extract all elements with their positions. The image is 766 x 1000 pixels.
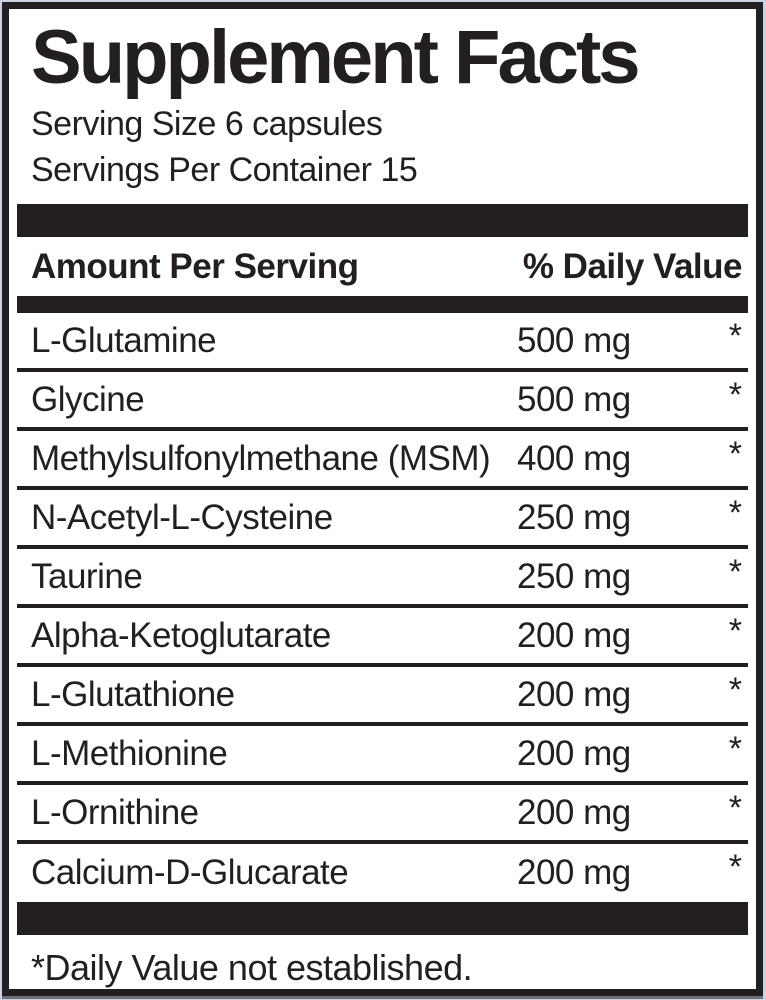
- table-row: L-Glutamine 500 mg *: [17, 313, 748, 373]
- daily-value-asterisk: *: [728, 494, 742, 533]
- table-row: Calcium-D-Glucarate 200 mg *: [17, 844, 748, 902]
- ingredient-name: L-Ornithine: [31, 792, 199, 832]
- daily-value-asterisk: *: [728, 317, 742, 356]
- table-row: Taurine 250 mg *: [17, 549, 748, 609]
- divider-bar-top: [17, 204, 748, 238]
- table-row: L-Ornithine 200 mg *: [17, 785, 748, 845]
- daily-value-asterisk: *: [728, 730, 742, 769]
- table-row: N-Acetyl-L-Cysteine 250 mg *: [17, 490, 748, 550]
- divider-bar-bottom: [17, 902, 748, 936]
- ingredient-amount: 250 mg: [517, 556, 631, 596]
- daily-value-asterisk: *: [728, 612, 742, 651]
- daily-value-asterisk: *: [728, 789, 742, 828]
- amount-per-serving-header: Amount Per Serving: [31, 246, 359, 286]
- ingredient-amount: 250 mg: [517, 497, 631, 537]
- daily-value-header: % Daily Value: [522, 246, 743, 286]
- ingredient-name: Taurine: [31, 556, 143, 596]
- ingredient-amount: 500 mg: [517, 379, 631, 419]
- ingredient-amount: 200 mg: [517, 674, 631, 714]
- page-title: Supplement Facts: [31, 15, 641, 100]
- table-row: Methylsulfonylmethane (MSM) 400 mg *: [17, 431, 748, 491]
- divider-bar-header: [17, 296, 748, 314]
- ingredient-name: L-Glutathione: [31, 674, 235, 714]
- ingredient-name: Calcium-D-Glucarate: [31, 853, 349, 893]
- ingredient-amount: 200 mg: [517, 733, 631, 773]
- ingredient-amount: 400 mg: [517, 438, 631, 478]
- table-header-row: Amount Per Serving % Daily Value: [9, 237, 756, 296]
- ingredient-amount: 200 mg: [517, 615, 631, 655]
- table-row: Glycine 500 mg *: [17, 372, 748, 432]
- ingredient-amount: 200 mg: [517, 792, 631, 832]
- serving-size-text: Serving Size 6 capsules: [31, 104, 383, 143]
- table-row: L-Glutathione 200 mg *: [17, 667, 748, 727]
- ingredient-name: Alpha-Ketoglutarate: [31, 615, 331, 655]
- serving-info: Serving Size 6 capsules Servings Per Con…: [31, 101, 742, 195]
- ingredient-name: N-Acetyl-L-Cysteine: [31, 497, 333, 537]
- daily-value-asterisk: *: [728, 848, 742, 887]
- daily-value-asterisk: *: [728, 376, 742, 415]
- ingredient-name: L-Glutamine: [31, 320, 217, 360]
- ingredient-name: Glycine: [31, 379, 145, 419]
- table-row: L-Methionine 200 mg *: [17, 726, 748, 786]
- daily-value-asterisk: *: [728, 435, 742, 474]
- table-row: Alpha-Ketoglutarate 200 mg *: [17, 608, 748, 668]
- ingredient-name: L-Methionine: [31, 733, 228, 773]
- daily-value-asterisk: *: [728, 671, 742, 710]
- ingredient-name: Methylsulfonylmethane (MSM): [31, 438, 491, 478]
- daily-value-asterisk: *: [728, 553, 742, 592]
- ingredient-amount: 500 mg: [517, 320, 631, 360]
- ingredient-rows: L-Glutamine 500 mg * Glycine 500 mg * Me…: [17, 313, 748, 902]
- ingredient-amount: 200 mg: [517, 853, 631, 893]
- servings-per-container-text: Servings Per Container 15: [31, 151, 418, 190]
- daily-value-footnote: *Daily Value not established.: [31, 947, 473, 989]
